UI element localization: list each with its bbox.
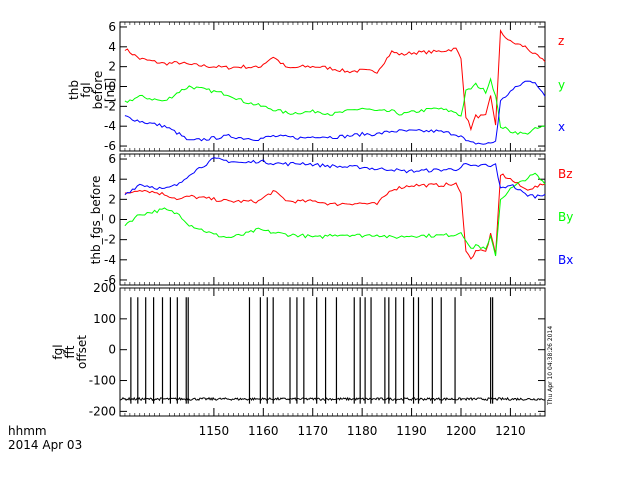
panel-middle-frame bbox=[119, 153, 546, 286]
middle-ylabel: thb_fgs_before bbox=[89, 176, 103, 265]
xtick-label: 1210 bbox=[495, 424, 526, 438]
legend-z: z bbox=[558, 34, 564, 48]
ytick-label: -2 bbox=[104, 233, 116, 247]
ytick-label: 2 bbox=[108, 60, 116, 74]
xtick-label: 1180 bbox=[347, 424, 378, 438]
bottom-ylabel-line-1: fgl bbox=[51, 344, 65, 359]
ytick-label: 0 bbox=[108, 343, 116, 357]
top-ylabel-line-3: before bbox=[91, 71, 105, 110]
ytick-label: -200 bbox=[89, 404, 116, 418]
series-top-z bbox=[124, 28, 546, 132]
series-middle-Bz bbox=[124, 173, 546, 260]
series-top-x bbox=[124, 80, 546, 145]
ytick-label: 100 bbox=[93, 312, 116, 326]
xtick-label: 1170 bbox=[297, 424, 328, 438]
legend-by: By bbox=[558, 210, 573, 224]
series-offset-baseline bbox=[119, 396, 546, 402]
xtick-label: 1150 bbox=[199, 424, 230, 438]
ytick-label: -4 bbox=[104, 253, 116, 267]
panel-bottom-frame bbox=[119, 287, 546, 417]
ytick-label: -4 bbox=[104, 119, 116, 133]
bottom-ylabel: fgl fft offset bbox=[51, 335, 89, 369]
ytick-label: 6 bbox=[108, 152, 116, 166]
ytick-label: 4 bbox=[108, 40, 116, 54]
top-ylabel-line-2: fgl bbox=[79, 82, 93, 97]
panel-top-frame bbox=[119, 21, 546, 152]
ytick-label: 0 bbox=[108, 213, 116, 227]
series-middle-By bbox=[124, 172, 546, 257]
ytick-label: -6 bbox=[104, 139, 116, 153]
footer-label: hhmm bbox=[8, 424, 47, 438]
top-ylabel-line-4: [nT] bbox=[103, 78, 117, 102]
xtick-label: 1190 bbox=[396, 424, 427, 438]
bottom-ylabel-line-2: fft bbox=[63, 345, 77, 358]
legend-x: x bbox=[558, 120, 565, 134]
series-top-y bbox=[124, 77, 546, 135]
timestamp: Thu Apr 10 04:38:26 2014 bbox=[547, 326, 554, 406]
series-middle-Bx bbox=[124, 157, 546, 199]
ytick-label: -6 bbox=[104, 273, 116, 287]
legend-bz: Bz bbox=[558, 167, 573, 181]
ytick-label: 200 bbox=[93, 281, 116, 295]
top-ylabel: thb fgl before [nT] bbox=[67, 71, 117, 110]
ytick-label: -2 bbox=[104, 99, 116, 113]
ytick-label: 0 bbox=[108, 80, 116, 94]
footer-date: 2014 Apr 03 bbox=[8, 438, 82, 452]
ytick-label: 2 bbox=[108, 192, 116, 206]
legend-y: y bbox=[558, 78, 565, 92]
legend-bx: Bx bbox=[558, 253, 573, 267]
ytick-label: 4 bbox=[108, 172, 116, 186]
ytick-label: -100 bbox=[89, 374, 116, 388]
xtick-label: 1200 bbox=[446, 424, 477, 438]
bottom-ylabel-line-3: offset bbox=[75, 335, 89, 369]
top-ylabel-line-1: thb bbox=[67, 80, 81, 100]
ytick-label: 6 bbox=[108, 20, 116, 34]
xtick-label: 1160 bbox=[248, 424, 279, 438]
